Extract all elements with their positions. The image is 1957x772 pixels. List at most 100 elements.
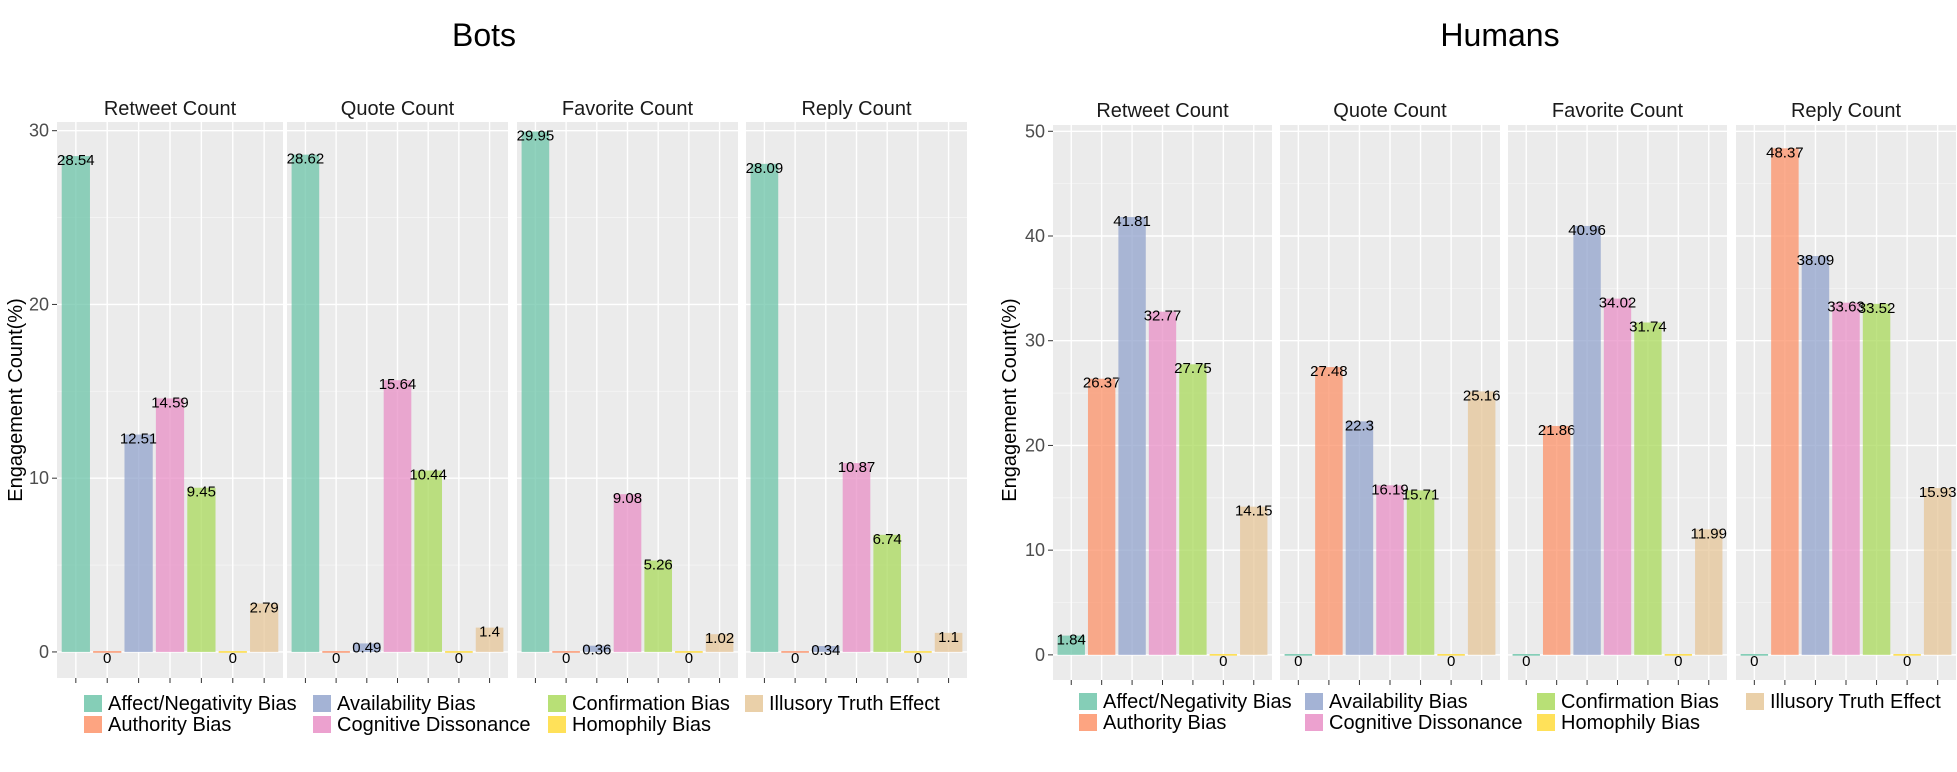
bar-authority-bias — [93, 651, 122, 653]
bar-value-label: 14.59 — [151, 394, 189, 411]
bar-homophily-bias — [1893, 654, 1921, 656]
bar-value-label: 1.84 — [1057, 632, 1086, 649]
legend-swatch — [1746, 693, 1764, 710]
bar-value-label: 0 — [1219, 653, 1227, 670]
bar-value-label: 31.74 — [1629, 318, 1667, 335]
legend-label: Cognitive Dissonance — [337, 714, 530, 736]
bar-value-label: 0.49 — [352, 639, 381, 656]
bar-affect-negativity-bias — [750, 163, 779, 652]
facet-label: Retweet Count — [1096, 100, 1229, 122]
y-tick-label: 50 — [1025, 121, 1045, 141]
y-tick-label: 30 — [29, 121, 49, 141]
bar-value-label: 16.19 — [1371, 481, 1409, 498]
facet-favorite-count: Favorite Count 0 21.86 40.96 34.02 31.74 0 11.9… — [1508, 100, 1727, 685]
bar-illusory-truth-effect — [250, 603, 279, 652]
bar-value-label: 0 — [455, 650, 463, 667]
bar-value-label: 1.4 — [479, 624, 500, 641]
bar-affect-negativity-bias — [1512, 654, 1540, 656]
bar-value-label: 29.95 — [517, 128, 555, 145]
bar-availability-bias — [352, 643, 381, 652]
y-tick-label: 20 — [29, 294, 49, 314]
bar-cognitive-dissonance — [155, 398, 185, 652]
bar-authority-bias — [781, 651, 809, 653]
bar-value-label: 0 — [1674, 653, 1682, 670]
bar-value-label: 10.44 — [409, 467, 447, 484]
y-axis-title: Engagement Count(%) — [999, 298, 1021, 501]
bar-availability-bias — [1573, 225, 1601, 655]
legend-label: Homophily Bias — [572, 714, 711, 736]
bar-availability-bias — [1118, 217, 1146, 655]
bar-value-label: 32.77 — [1144, 308, 1182, 325]
bar-value-label: 28.62 — [287, 151, 325, 168]
bar-homophily-bias — [445, 651, 473, 653]
bar-illusory-truth-effect — [1923, 488, 1952, 655]
bar-confirmation-bias — [187, 487, 216, 652]
bar-authority-bias — [552, 651, 580, 653]
bar-value-label: 0 — [914, 650, 922, 667]
bar-confirmation-bias — [1406, 490, 1435, 655]
bar-value-label: 0 — [1750, 653, 1758, 670]
bar-value-label: 0.34 — [811, 642, 840, 659]
bar-confirmation-bias — [1862, 303, 1891, 655]
bar-value-label: 40.96 — [1568, 222, 1606, 239]
bar-homophily-bias — [675, 651, 703, 653]
legend-label: Confirmation Bias — [1561, 691, 1719, 713]
bar-value-label: 0 — [1903, 653, 1911, 670]
y-tick-label: 40 — [1025, 226, 1045, 246]
bar-value-label: 14.15 — [1235, 503, 1273, 520]
legend-label: Cognitive Dissonance — [1329, 712, 1522, 734]
bar-value-label: 0.36 — [582, 642, 611, 659]
bar-illusory-truth-effect — [1240, 506, 1268, 655]
bar-value-label: 34.02 — [1599, 295, 1637, 312]
bar-value-label: 0 — [1522, 653, 1530, 670]
y-tick-label: 10 — [29, 468, 49, 488]
bar-value-label: 41.81 — [1113, 213, 1151, 230]
y-tick-label: 0 — [1035, 645, 1045, 665]
bar-cognitive-dissonance — [1148, 311, 1177, 655]
bar-value-label: 25.16 — [1463, 387, 1501, 404]
bar-illusory-truth-effect — [934, 632, 963, 652]
bar-confirmation-bias — [414, 470, 443, 652]
bar-value-label: 26.37 — [1083, 375, 1121, 392]
y-tick-label: 0 — [39, 642, 49, 662]
y-axis-title: Engagement Count(%) — [5, 298, 27, 501]
bar-cognitive-dissonance — [842, 463, 871, 652]
bar-illusory-truth-effect — [1695, 529, 1723, 655]
bar-homophily-bias — [904, 651, 932, 653]
legend-swatch — [84, 695, 102, 712]
legend-swatch — [1537, 714, 1555, 731]
legend-swatch — [313, 716, 331, 733]
bar-value-label: 27.48 — [1310, 363, 1348, 380]
y-tick-label: 30 — [1025, 331, 1045, 351]
bar-cognitive-dissonance — [613, 494, 642, 652]
bar-value-label: 48.37 — [1766, 144, 1804, 161]
legend-swatch — [548, 716, 566, 733]
legend-label: Illusory Truth Effect — [769, 693, 940, 715]
bar-homophily-bias — [1664, 654, 1693, 656]
facet-reply-count: Reply Count 28.09 0 0.34 10.87 6.74 0 1.1 — [746, 98, 967, 683]
bar-value-label: 0 — [332, 650, 340, 667]
bar-cognitive-dissonance — [1832, 302, 1860, 655]
legend-label: Availability Bias — [1329, 691, 1468, 713]
bar-value-label: 9.45 — [187, 484, 216, 501]
bar-cognitive-dissonance — [383, 380, 412, 652]
facet-label: Reply Count — [1791, 100, 1902, 122]
facet-label: Quote Count — [1333, 100, 1447, 122]
bar-confirmation-bias — [1634, 322, 1662, 655]
bar-value-label: 9.08 — [613, 490, 642, 507]
legend-label: Illusory Truth Effect — [1770, 691, 1941, 713]
bar-value-label: 0 — [685, 650, 693, 667]
legend-label: Availability Bias — [337, 693, 476, 715]
bar-homophily-bias — [218, 651, 247, 653]
bar-availability-bias — [124, 434, 153, 652]
bar-value-label: 0 — [1447, 653, 1455, 670]
legend-swatch — [84, 716, 102, 733]
facet-label: Reply Count — [801, 98, 912, 120]
bar-availability-bias — [1801, 256, 1830, 655]
legend-swatch — [1079, 693, 1097, 710]
bar-availability-bias — [582, 645, 611, 652]
humans-chart: Humans Engagement Count(%) 0 10 20 30 40 50 Retw… — [999, 17, 1956, 734]
